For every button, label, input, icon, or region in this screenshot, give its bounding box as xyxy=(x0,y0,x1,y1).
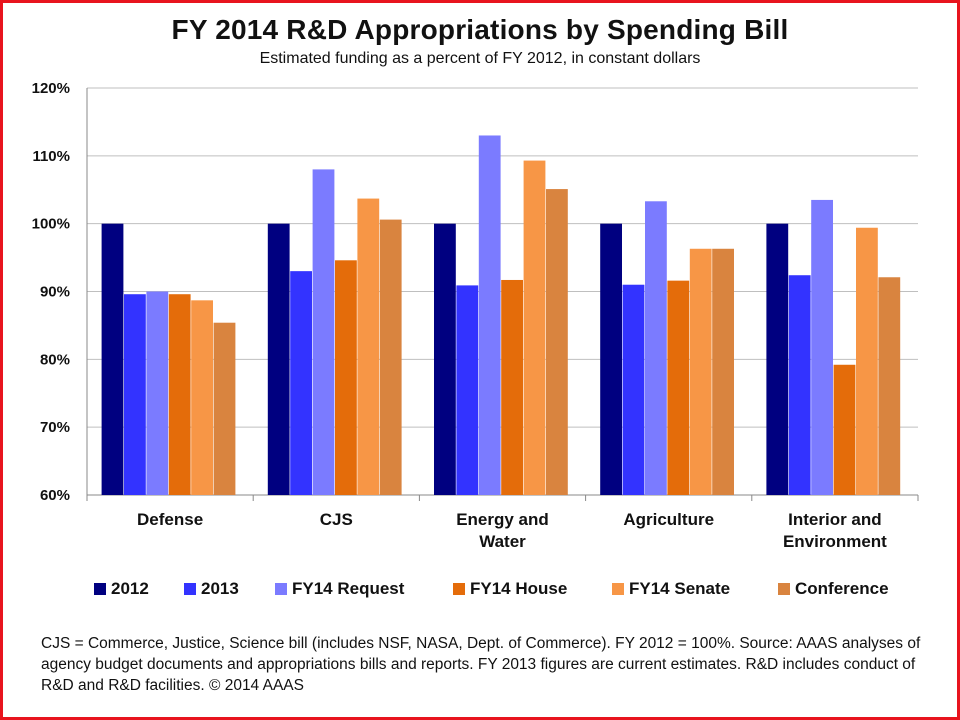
x-tick-label: Interior and xyxy=(788,510,882,529)
legend-item: 2013 xyxy=(184,579,239,599)
bar xyxy=(667,280,690,495)
legend-item: 2012 xyxy=(94,579,149,599)
bar xyxy=(478,135,501,495)
bar xyxy=(766,223,789,495)
bar xyxy=(833,364,856,495)
legend-label: 2012 xyxy=(111,579,149,598)
y-tick-label: 100% xyxy=(32,216,70,233)
x-tick-label: Agriculture xyxy=(623,510,714,529)
x-tick-label: Defense xyxy=(137,510,203,529)
legend-label: Conference xyxy=(795,579,889,598)
bar xyxy=(546,189,568,496)
bar xyxy=(501,279,523,495)
bar xyxy=(811,199,833,496)
chart-subtitle: Estimated funding as a percent of FY 201… xyxy=(259,50,701,67)
bar xyxy=(213,322,236,495)
legend-swatch xyxy=(184,583,196,595)
legend-label: 2013 xyxy=(201,579,239,598)
bar xyxy=(645,201,667,495)
x-tick-label: CJS xyxy=(320,510,353,529)
y-tick-label: 90% xyxy=(40,284,70,301)
legend-label: FY14 House xyxy=(470,579,568,598)
bar xyxy=(856,227,878,495)
bar xyxy=(146,291,169,495)
bar xyxy=(712,248,734,495)
bar xyxy=(434,223,456,495)
bar xyxy=(191,300,213,495)
bar xyxy=(124,294,146,495)
y-tick-label: 80% xyxy=(40,351,70,368)
legend-label: FY14 Request xyxy=(292,579,405,598)
legend-item: FY14 Request xyxy=(275,579,404,599)
legend-item: FY14 House xyxy=(453,579,567,599)
bar xyxy=(456,285,479,495)
y-tick-label: 60% xyxy=(40,487,70,504)
y-tick-label: 70% xyxy=(40,419,70,436)
legend-swatch xyxy=(612,583,624,595)
legend-item: Conference xyxy=(778,579,889,599)
bar xyxy=(335,260,357,495)
bar xyxy=(600,223,622,495)
bar xyxy=(168,294,191,495)
bar xyxy=(878,277,901,495)
x-tick-label: Environment xyxy=(783,532,887,551)
legend-swatch xyxy=(778,583,790,595)
legend: 2012 2013 FY14 Request FY14 House FY14 Senat… xyxy=(0,579,960,603)
bar xyxy=(101,223,124,495)
bar xyxy=(290,271,312,495)
bar xyxy=(357,198,380,495)
y-tick-label: 110% xyxy=(32,148,70,165)
bar xyxy=(689,248,712,495)
legend-item: FY14 Senate xyxy=(612,579,730,599)
legend-swatch xyxy=(453,583,465,595)
legend-swatch xyxy=(275,583,287,595)
bar xyxy=(312,169,335,495)
legend-swatch xyxy=(94,583,106,595)
bar xyxy=(267,223,290,495)
chart-title: FY 2014 R&D Appropriations by Spending B… xyxy=(171,14,789,45)
bar xyxy=(622,284,645,495)
x-tick-label: Energy and xyxy=(456,510,549,529)
y-tick-label: 120% xyxy=(32,80,70,97)
bar xyxy=(788,275,811,495)
legend-label: FY14 Senate xyxy=(629,579,731,598)
bar xyxy=(523,160,546,495)
footnote: CJS = Commerce, Justice, Science bill (i… xyxy=(41,635,921,694)
bar xyxy=(379,219,402,495)
x-tick-label: Water xyxy=(479,532,526,551)
